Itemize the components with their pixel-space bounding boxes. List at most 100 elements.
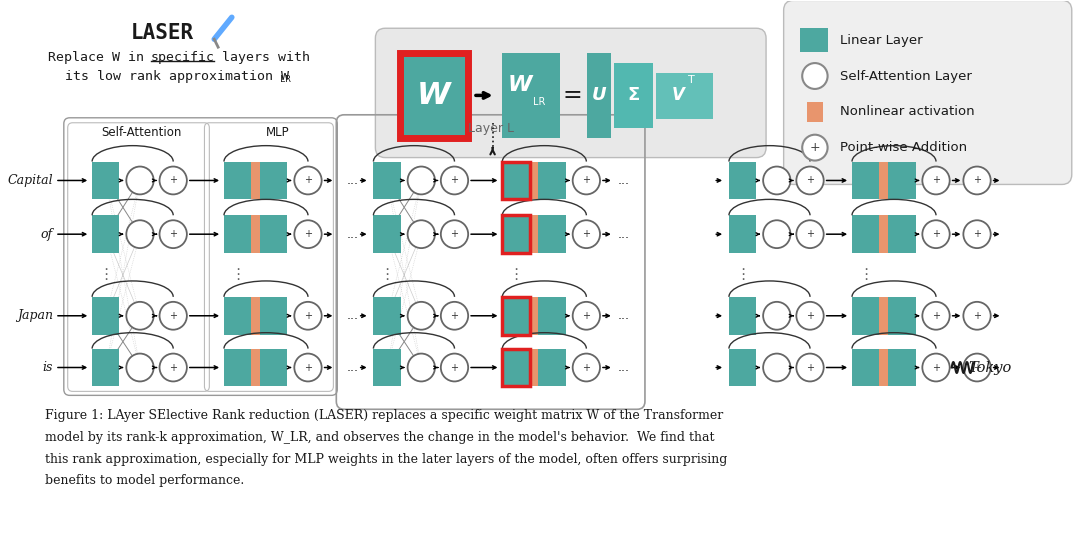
Circle shape — [572, 302, 600, 330]
Bar — [92, 162, 120, 199]
Bar — [586, 53, 611, 138]
Text: +: + — [582, 363, 591, 372]
Circle shape — [764, 353, 791, 382]
Circle shape — [160, 166, 187, 195]
Circle shape — [441, 220, 468, 248]
Text: +: + — [303, 363, 312, 372]
Text: ...: ... — [618, 309, 630, 322]
Text: +: + — [973, 229, 981, 239]
Circle shape — [441, 353, 468, 382]
Circle shape — [160, 220, 187, 248]
Text: ...: ... — [618, 361, 630, 374]
Circle shape — [796, 302, 824, 330]
Bar — [224, 349, 252, 386]
Text: +: + — [450, 363, 459, 372]
Text: V: V — [672, 86, 684, 105]
Text: ...: ... — [347, 228, 359, 241]
Circle shape — [441, 302, 468, 330]
Bar — [252, 215, 260, 253]
Bar — [539, 215, 566, 253]
Bar — [502, 215, 529, 253]
Circle shape — [796, 166, 824, 195]
Bar — [374, 349, 401, 386]
Bar — [252, 349, 260, 386]
Text: Replace W in: Replace W in — [49, 50, 152, 63]
Bar — [852, 162, 879, 199]
Bar — [888, 349, 916, 386]
Circle shape — [126, 302, 153, 330]
Bar — [879, 162, 888, 199]
Text: =: = — [563, 83, 582, 107]
Text: +: + — [806, 363, 814, 372]
Text: +: + — [303, 311, 312, 321]
Bar — [374, 215, 401, 253]
Bar — [729, 162, 756, 199]
Bar — [729, 349, 756, 386]
Circle shape — [407, 353, 435, 382]
Bar — [529, 349, 539, 386]
Text: W: W — [417, 81, 450, 110]
Text: ...: ... — [347, 361, 359, 374]
Bar — [879, 297, 888, 334]
Circle shape — [963, 220, 990, 248]
Text: MLP: MLP — [266, 126, 289, 139]
Text: ⋮: ⋮ — [509, 268, 524, 282]
Text: W: W — [508, 75, 532, 95]
Text: Point-wise Addition: Point-wise Addition — [840, 141, 968, 154]
Bar — [502, 162, 529, 199]
Text: ⋮: ⋮ — [98, 268, 113, 282]
Circle shape — [572, 166, 600, 195]
Text: Layer L: Layer L — [468, 122, 514, 136]
Circle shape — [963, 166, 990, 195]
FancyBboxPatch shape — [376, 28, 766, 158]
Bar — [400, 53, 468, 138]
Circle shape — [764, 220, 791, 248]
Text: ...: ... — [618, 228, 630, 241]
Text: layers with: layers with — [214, 50, 310, 63]
Text: benefits to model performance.: benefits to model performance. — [45, 474, 244, 487]
Bar — [529, 215, 539, 253]
Text: +: + — [170, 363, 177, 372]
Bar — [224, 162, 252, 199]
Text: +: + — [932, 363, 940, 372]
Text: +: + — [932, 311, 940, 321]
Text: T: T — [688, 75, 694, 85]
Circle shape — [407, 166, 435, 195]
Circle shape — [764, 166, 791, 195]
Bar — [252, 162, 260, 199]
Text: +: + — [450, 176, 459, 185]
Circle shape — [922, 353, 949, 382]
Text: ⋮: ⋮ — [735, 268, 751, 282]
Bar — [92, 297, 120, 334]
Bar — [879, 215, 888, 253]
Text: +: + — [582, 229, 591, 239]
Bar — [657, 73, 713, 119]
Bar — [539, 349, 566, 386]
Text: +: + — [170, 229, 177, 239]
Circle shape — [963, 302, 990, 330]
Text: this rank approximation, especially for MLP weights in the later layers of the m: this rank approximation, especially for … — [45, 453, 728, 466]
Text: LR: LR — [280, 75, 291, 85]
Bar — [852, 349, 879, 386]
Bar — [260, 215, 287, 253]
Text: +: + — [806, 176, 814, 185]
Text: ...: ... — [347, 174, 359, 187]
Bar — [260, 162, 287, 199]
Bar — [807, 102, 823, 122]
Circle shape — [922, 166, 949, 195]
Bar — [260, 349, 287, 386]
Bar — [502, 53, 561, 138]
Bar — [502, 297, 529, 334]
Circle shape — [441, 166, 468, 195]
Text: Japan: Japan — [17, 309, 53, 322]
Bar — [539, 297, 566, 334]
Text: U: U — [592, 86, 606, 105]
Circle shape — [922, 220, 949, 248]
Circle shape — [295, 353, 322, 382]
Circle shape — [295, 166, 322, 195]
Bar — [92, 349, 120, 386]
Text: +: + — [973, 176, 981, 185]
Text: +: + — [932, 229, 940, 239]
Bar — [852, 215, 879, 253]
Bar — [888, 297, 916, 334]
